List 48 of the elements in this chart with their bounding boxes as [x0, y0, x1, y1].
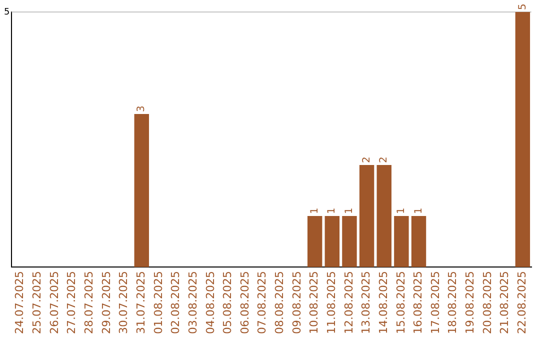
bar	[515, 12, 530, 268]
bar	[359, 165, 374, 268]
bar	[307, 216, 322, 268]
x-tick-label: 07.08.2025	[256, 271, 269, 334]
data-label: 2	[361, 156, 372, 164]
data-label: 1	[309, 208, 320, 214]
data-label: 1	[326, 208, 338, 214]
x-tick-label: 27.07.2025	[65, 271, 78, 334]
x-tick-label: 03.08.2025	[186, 271, 200, 334]
x-tick-label: 14.08.2025	[376, 271, 390, 334]
x-tick-label: 22.08.2025	[516, 271, 529, 334]
x-tick-label: 25.07.2025	[30, 271, 44, 334]
x-tick-label: 09.08.2025	[290, 271, 304, 334]
bar	[342, 216, 357, 268]
x-tick-label: 08.08.2025	[273, 271, 286, 334]
x-tick-label: 11.08.2025	[325, 271, 338, 334]
x-tick-label: 29.07.2025	[100, 271, 113, 334]
x-tick-label: 05.08.2025	[221, 271, 234, 334]
bar	[134, 114, 149, 268]
data-label: 5	[517, 4, 528, 10]
bar	[376, 165, 392, 268]
x-tick-label: 13.08.2025	[360, 271, 373, 334]
x-tick-label: 18.08.2025	[446, 271, 460, 334]
x-tick-label: 01.08.2025	[152, 271, 165, 334]
x-tick-label: 19.08.2025	[464, 271, 477, 334]
data-label: 2	[378, 156, 390, 164]
bar	[411, 216, 426, 268]
x-tick-label: 26.07.2025	[48, 271, 61, 334]
x-tick-label: 31.07.2025	[134, 271, 148, 334]
x-tick-label: 16.08.2025	[412, 271, 425, 334]
x-tick-label: 02.08.2025	[169, 271, 182, 334]
x-tick-label: 04.08.2025	[204, 271, 217, 334]
x-tick-label: 21.08.2025	[498, 271, 512, 334]
x-tick-label: 28.07.2025	[82, 271, 96, 334]
bar	[394, 216, 409, 268]
x-tick-label: 17.08.2025	[428, 271, 442, 334]
data-label: 3	[136, 106, 148, 112]
x-tick-label: 24.07.2025	[13, 271, 26, 334]
x-tick-label: 30.07.2025	[117, 271, 130, 334]
data-label: 1	[413, 208, 424, 214]
bar	[324, 216, 340, 268]
x-tick-label: 15.08.2025	[394, 271, 408, 334]
x-tick-label: 12.08.2025	[342, 271, 356, 334]
data-label: 1	[396, 208, 408, 214]
x-tick-label: 20.08.2025	[480, 271, 494, 334]
x-tick-label: 10.08.2025	[308, 271, 321, 334]
x-tick-label: 06.08.2025	[238, 271, 252, 334]
data-label: 1	[344, 208, 356, 214]
